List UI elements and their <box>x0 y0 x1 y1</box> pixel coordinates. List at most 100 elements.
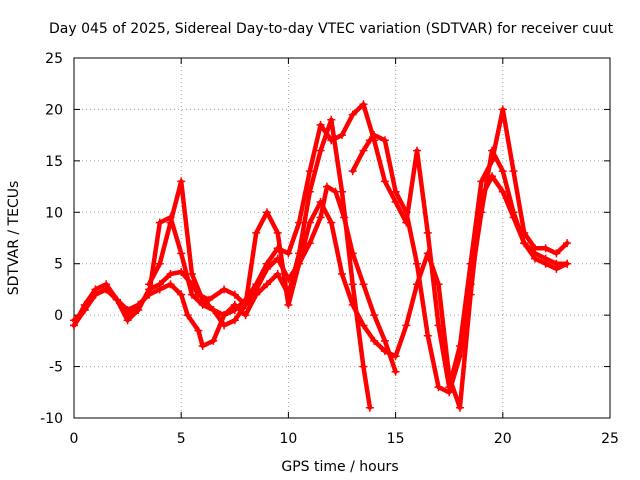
data-point <box>509 208 518 217</box>
series-line <box>71 184 398 374</box>
data-point <box>70 321 78 330</box>
data-point <box>112 295 121 304</box>
data-point <box>552 259 561 268</box>
data-point <box>434 383 443 392</box>
data-point <box>305 218 314 227</box>
data-point <box>252 290 261 299</box>
data-point <box>262 259 271 268</box>
data-point <box>338 270 346 278</box>
data-point <box>477 177 486 186</box>
data-point <box>359 321 368 330</box>
data-point <box>209 336 218 345</box>
data-point <box>102 285 111 294</box>
data-point <box>365 136 374 145</box>
data-point <box>230 306 239 314</box>
series-track-2 <box>70 115 374 412</box>
data-point <box>252 228 261 237</box>
data-point <box>284 249 293 258</box>
data-point <box>273 228 282 237</box>
x-tick-label: 0 <box>70 431 79 447</box>
y-tick-label: 20 <box>45 102 63 118</box>
data-point <box>391 367 400 376</box>
data-point <box>423 331 432 340</box>
data-point <box>466 280 475 289</box>
data-point <box>187 270 196 278</box>
data-point <box>455 352 464 361</box>
data-point <box>359 362 368 371</box>
data-point <box>155 285 164 294</box>
data-point <box>252 280 261 289</box>
data-point <box>241 311 250 320</box>
data-point <box>177 249 186 258</box>
data-point <box>194 326 203 335</box>
data-point <box>541 244 550 253</box>
plot-area-frame <box>73 57 611 419</box>
chart-title: Day 045 of 2025, Sidereal Day-to-day VTE… <box>49 21 614 37</box>
data-point <box>241 295 250 304</box>
data-point <box>413 259 422 268</box>
y-tick-label: -5 <box>49 360 63 376</box>
series-track-5 <box>348 131 572 397</box>
data-point <box>413 146 422 155</box>
data-point <box>316 146 325 155</box>
data-point <box>359 280 368 289</box>
x-tick-label: 20 <box>494 431 512 447</box>
data-point <box>262 208 271 217</box>
data-point <box>520 239 529 248</box>
data-point <box>198 342 207 350</box>
data-point <box>166 270 175 278</box>
data-point <box>391 352 400 361</box>
data-point <box>220 321 229 330</box>
data-point <box>370 131 379 140</box>
x-axis-label: GPS time / hours <box>281 459 398 475</box>
data-point <box>327 218 336 227</box>
data-point <box>423 228 432 237</box>
data-point <box>322 182 331 191</box>
data-point <box>166 218 175 227</box>
data-point <box>230 290 239 299</box>
series-line <box>71 117 373 410</box>
data-point <box>338 131 346 140</box>
data-point <box>541 254 550 263</box>
data-point <box>183 311 192 320</box>
data-point <box>316 198 325 206</box>
data-point <box>155 218 164 227</box>
data-point <box>220 311 229 320</box>
data-point <box>327 136 336 145</box>
data-point <box>284 300 293 309</box>
data-point <box>563 239 572 248</box>
data-point <box>166 280 175 289</box>
data-point <box>455 403 464 412</box>
data-point <box>177 290 186 299</box>
data-point <box>402 321 411 330</box>
data-point <box>220 285 229 294</box>
data-point <box>380 136 389 145</box>
data-point <box>80 306 89 314</box>
data-point <box>370 336 379 345</box>
data-point <box>445 388 454 397</box>
data-point <box>305 239 314 248</box>
x-tick-label: 15 <box>387 431 405 447</box>
data-point <box>209 306 218 314</box>
data-point <box>123 306 132 314</box>
y-tick-label: 25 <box>45 51 63 67</box>
y-tick-label: 10 <box>45 205 63 221</box>
data-point <box>365 403 374 412</box>
data-point <box>262 280 271 289</box>
data-point <box>198 295 207 304</box>
data-point <box>477 208 486 217</box>
data-point <box>134 300 143 309</box>
data-point <box>380 336 389 345</box>
data-point <box>359 146 368 155</box>
data-point <box>316 120 325 129</box>
data-point <box>370 311 379 320</box>
data-point <box>434 321 443 330</box>
data-point <box>155 259 164 268</box>
data-point <box>402 208 411 217</box>
axis-ticks <box>73 57 611 419</box>
data-series <box>70 100 572 412</box>
x-tick-label: 10 <box>279 431 297 447</box>
data-point <box>348 167 357 176</box>
data-point <box>91 290 100 299</box>
data-point <box>380 347 389 356</box>
